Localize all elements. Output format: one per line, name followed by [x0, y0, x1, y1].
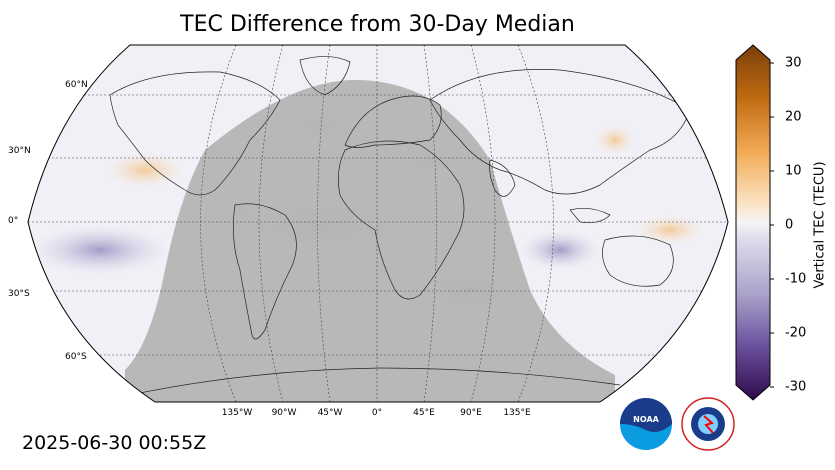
lon-label-135e: 135°E — [503, 408, 531, 418]
lat-label-0: 0° — [8, 216, 19, 226]
colorbar-tick-neg20: -20 — [785, 325, 807, 341]
graticule — [28, 45, 728, 402]
tec-anomaly-low — [30, 225, 170, 275]
tec-field — [28, 45, 728, 402]
nightside-shading — [125, 80, 615, 402]
colorbar-label: Vertical TEC (TECU) — [812, 161, 828, 289]
lon-label-0: 0° — [371, 408, 383, 418]
colorbar-ticks — [770, 62, 774, 388]
timestamp: 2025-06-30 00:55Z — [22, 432, 207, 454]
map-title: TEC Difference from 30-Day Median — [180, 12, 575, 37]
tec-anomaly-low — [520, 230, 600, 270]
lat-label-60s: 60°S — [65, 352, 87, 362]
colorbar-tick-10: 10 — [785, 163, 802, 179]
lon-label-135w: 135°W — [221, 408, 253, 418]
colorbar-tick-neg10: -10 — [785, 271, 807, 287]
lat-label-60n: 60°N — [65, 80, 88, 90]
globe-outline — [27, 44, 729, 403]
noaa-logo: NOAA — [620, 398, 672, 450]
colorbar-tick-30: 30 — [785, 55, 802, 71]
nws-logo — [681, 397, 735, 451]
noaa-logo-text: NOAA — [633, 415, 659, 424]
agency-logos: NOAA — [620, 397, 735, 451]
colorbar — [735, 44, 774, 401]
colorbar-tick-20: 20 — [785, 109, 802, 125]
colorbar-tick-0: 0 — [785, 217, 794, 233]
tec-anomaly-high — [105, 152, 185, 188]
tec-anomaly-high — [635, 215, 705, 245]
lon-label-45e: 45°E — [413, 408, 435, 418]
lon-label-45w: 45°W — [317, 408, 343, 418]
coastlines — [109, 56, 691, 396]
lat-label-30s: 30°S — [8, 289, 30, 299]
lat-label-30n: 30°N — [8, 146, 31, 156]
lon-label-90e: 90°E — [460, 408, 482, 418]
colorbar-bar — [735, 44, 771, 401]
tec-map — [27, 44, 729, 403]
colorbar-tick-neg30: -30 — [785, 379, 807, 395]
lon-label-90w: 90°W — [271, 408, 297, 418]
tec-anomaly-high — [595, 125, 635, 155]
